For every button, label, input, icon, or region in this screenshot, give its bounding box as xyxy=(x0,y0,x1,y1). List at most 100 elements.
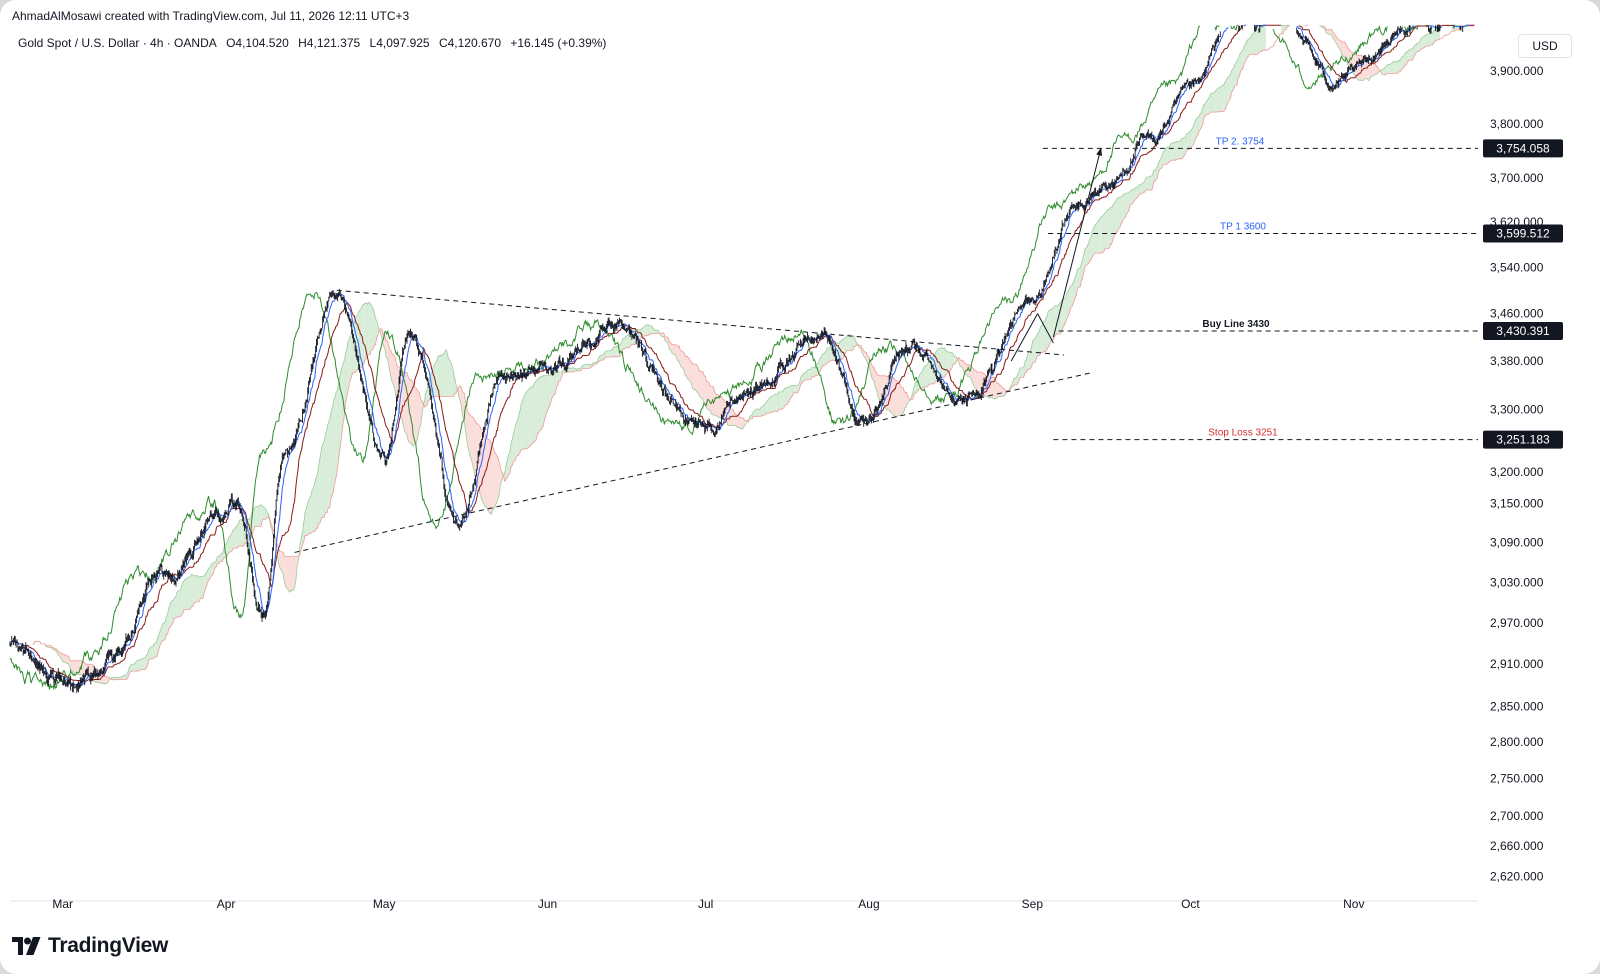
ichimoku-cloud-segment xyxy=(997,383,999,399)
ichimoku-cloud-segment xyxy=(1205,102,1207,116)
ichimoku-cloud-segment xyxy=(1366,62,1368,80)
projection-arrow[interactable] xyxy=(1037,313,1054,344)
trendline[interactable] xyxy=(336,289,1065,356)
ichimoku-cloud-segment xyxy=(327,421,329,510)
ichimoku-cloud-segment xyxy=(1246,39,1248,59)
ichimoku-cloud-segment xyxy=(1341,41,1343,55)
ichimoku-cloud-segment xyxy=(1159,158,1161,170)
ichimoku-cloud-segment xyxy=(307,499,309,536)
ichimoku-cloud-segment xyxy=(1105,212,1107,249)
ichimoku-cloud-segment xyxy=(757,409,759,417)
ichimoku-cloud-segment xyxy=(666,336,668,344)
ichimoku-cloud-segment xyxy=(450,362,452,397)
ichimoku-cloud-segment xyxy=(1168,146,1170,163)
ichimoku-cloud-segment xyxy=(282,552,284,575)
projection-arrow[interactable] xyxy=(1052,147,1103,338)
ichimoku-cloud-segment xyxy=(1161,155,1163,169)
ichimoku-cloud-segment xyxy=(1452,25,1454,32)
ichimoku-cloud-segment xyxy=(786,387,788,405)
ichimoku-cloud-segment xyxy=(182,581,184,615)
ichimoku-cloud-segment xyxy=(1399,59,1401,72)
symbol-title[interactable]: Gold Spot / U.S. Dollar · 4h · OANDA xyxy=(18,36,217,50)
ichimoku-cloud-segment xyxy=(541,376,543,430)
ichimoku-cloud-segment xyxy=(782,391,783,410)
ichimoku-cloud-segment xyxy=(1345,41,1346,61)
ichimoku-cloud-segment xyxy=(1213,92,1215,113)
ichimoku-cloud-segment xyxy=(1427,33,1429,47)
ichimoku-cloud-segment xyxy=(371,306,373,351)
ichimoku-cloud-segment xyxy=(334,397,335,487)
ichimoku-cloud-segment xyxy=(192,574,194,607)
ichimoku-cloud-segment xyxy=(1372,63,1374,77)
ichimoku-cloud-segment xyxy=(1075,275,1077,297)
y-tick-label: 3,900.000 xyxy=(1490,64,1544,78)
ichimoku-cloud-segment xyxy=(1207,99,1208,115)
ichimoku-cloud-segment xyxy=(588,364,590,369)
ichimoku-cloud-segment xyxy=(1190,130,1192,148)
ichimoku-cloud-segment xyxy=(572,367,574,372)
price-axis[interactable] xyxy=(1478,25,1600,900)
ichimoku-cloud-segment xyxy=(672,344,674,354)
ichimoku-cloud-segment xyxy=(1329,29,1331,35)
ichimoku-cloud-segment xyxy=(433,364,435,397)
ichimoku-cloud-segment xyxy=(1215,89,1217,113)
ichimoku-cloud-segment xyxy=(515,421,517,458)
ichimoku-cloud-segment xyxy=(197,575,199,602)
ichimoku-cloud-segment xyxy=(534,382,536,443)
ichimoku-cloud-segment xyxy=(118,677,120,680)
ichimoku-cloud-segment xyxy=(1142,182,1144,194)
ichimoku-cloud-segment xyxy=(1088,240,1090,264)
ichimoku-cloud-segment xyxy=(176,591,178,618)
ichimoku-cloud-segment xyxy=(401,369,403,423)
ichimoku-cloud-segment xyxy=(686,356,688,379)
ichimoku-cloud-segment xyxy=(1147,176,1149,190)
ichimoku-cloud-segment xyxy=(1422,36,1424,49)
ichimoku-cloud-segment xyxy=(209,566,211,580)
ichimoku-cloud-segment xyxy=(232,529,234,551)
ichimoku-cloud-segment xyxy=(315,475,317,531)
ohlc-change: +16.145 (+0.39%) xyxy=(510,36,607,50)
currency-button[interactable]: USD xyxy=(1518,34,1572,58)
ichimoku-cloud-segment xyxy=(818,358,820,374)
projection-arrow[interactable] xyxy=(1010,313,1039,362)
ichimoku-cloud-segment xyxy=(1424,35,1425,48)
ichimoku-cloud-segment xyxy=(624,336,626,349)
price-label-badge xyxy=(1483,321,1563,340)
ichimoku-cloud-segment xyxy=(1184,137,1186,156)
ichimoku-cloud-segment xyxy=(708,382,710,410)
ichimoku-cloud-segment xyxy=(1388,64,1390,74)
ichimoku-cloud-segment xyxy=(1098,220,1100,254)
ichimoku-cloud-segment xyxy=(639,329,641,339)
ichimoku-cloud-segment xyxy=(155,641,157,658)
ichimoku-cloud-segment xyxy=(436,356,438,397)
ichimoku-cloud-segment xyxy=(812,367,814,377)
ichimoku-cloud-segment xyxy=(563,370,565,373)
ichimoku-cloud-segment xyxy=(872,365,874,381)
ichimoku-cloud-segment xyxy=(698,368,700,397)
ichimoku-cloud-segment xyxy=(1046,315,1048,351)
ichimoku-cloud-segment xyxy=(738,415,739,428)
ichimoku-cloud-segment xyxy=(190,574,192,608)
ichimoku-cloud-segment xyxy=(1327,29,1329,34)
trendline[interactable] xyxy=(294,372,1091,553)
ichimoku-cloud-segment xyxy=(417,390,419,439)
ichimoku-cloud-segment xyxy=(716,394,718,417)
ichimoku-cloud-segment xyxy=(1333,32,1335,41)
ichimoku-cloud-segment xyxy=(187,577,189,610)
ichimoku-cloud-segment xyxy=(1232,68,1234,92)
ichimoku-cloud-segment xyxy=(165,616,167,639)
ichimoku-cloud-segment xyxy=(104,676,106,684)
ichimoku-cloud-segment xyxy=(333,398,335,494)
ichimoku-cloud-segment xyxy=(608,350,609,358)
tradingview-logo[interactable]: TradingView xyxy=(12,932,168,960)
ichimoku-cloud-segment xyxy=(370,302,371,355)
ichimoku-cloud-segment xyxy=(721,396,723,420)
ichimoku-cloud-segment xyxy=(220,553,222,562)
ichimoku-cloud-segment xyxy=(638,329,640,340)
ichimoku-cloud-segment xyxy=(824,352,826,366)
ichimoku-cloud-segment xyxy=(359,309,361,370)
ichimoku-cloud-segment xyxy=(1086,244,1088,265)
ichimoku-cloud-segment xyxy=(1170,143,1172,162)
ichimoku-cloud-segment xyxy=(645,324,646,336)
